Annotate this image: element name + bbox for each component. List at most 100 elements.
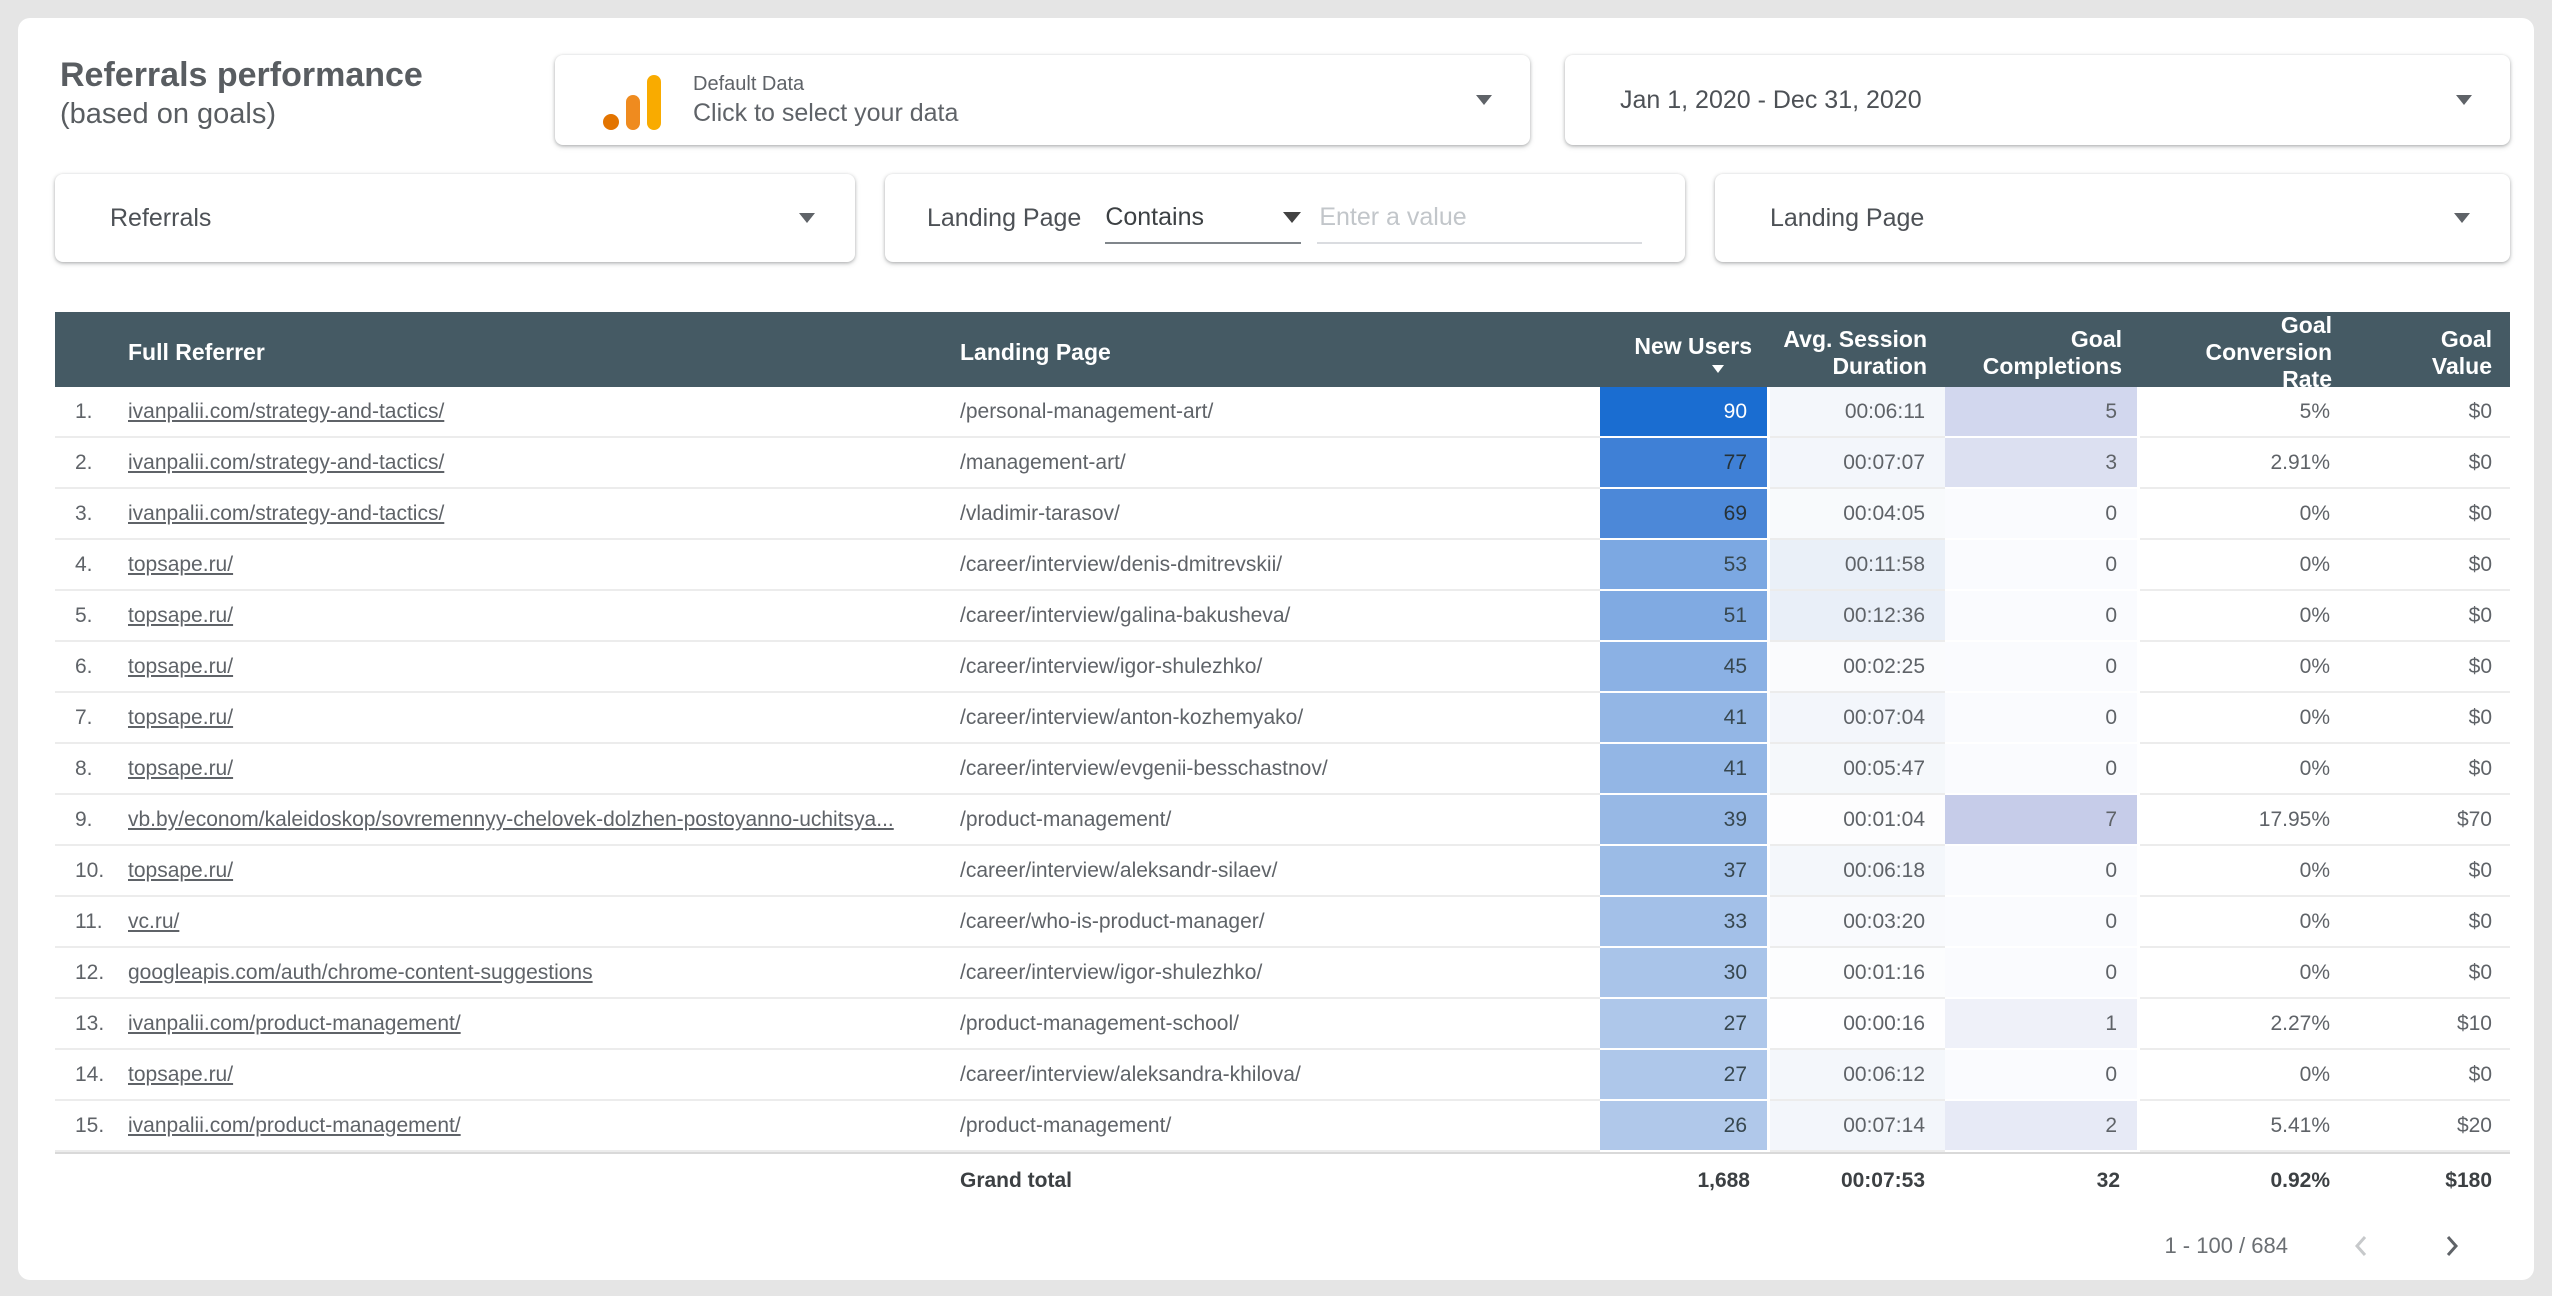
table-row: 9. vb.by/econom/kaleidoskop/sovremennyy-c… xyxy=(55,795,2510,846)
data-source-selector[interactable]: Default Data Click to select your data xyxy=(555,55,1530,145)
col-header-landing-page[interactable]: Landing Page xyxy=(960,339,1111,366)
col-header-full-referrer[interactable]: Full Referrer xyxy=(128,339,265,366)
goal-conversion-rate-cell: 0% xyxy=(2140,846,2350,897)
table-row: 13. ivanpalii.com/product-management//pro… xyxy=(55,999,2510,1050)
landing-page-cell: /product-management/ xyxy=(960,795,1600,846)
landing-page-filter-label: Landing Page xyxy=(1770,203,1925,232)
new-users-cell: 45 xyxy=(1600,642,1770,693)
table-body: 1. ivanpalii.com/strategy-and-tactics//pe… xyxy=(55,387,2510,1152)
goal-completions-cell: 0 xyxy=(1945,642,2140,693)
full-referrer-link[interactable]: ivanpalii.com/strategy-and-tactics/ xyxy=(128,387,960,438)
new-users-cell: 39 xyxy=(1600,795,1770,846)
row-index: 15. xyxy=(55,1101,128,1152)
date-range-picker[interactable]: Jan 1, 2020 - Dec 31, 2020 xyxy=(1565,55,2510,145)
goal-completions-cell: 0 xyxy=(1945,846,2140,897)
row-index: 4. xyxy=(55,540,128,591)
col-header-goal-conversion-rate[interactable]: Goal Conversion Rate xyxy=(2205,312,2332,393)
landing-page-cell: /personal-management-art/ xyxy=(960,387,1600,438)
col-header-new-users-label: New Users xyxy=(1634,332,1752,359)
row-index: 11. xyxy=(55,897,128,948)
chevron-down-icon xyxy=(799,213,815,223)
new-users-cell: 30 xyxy=(1600,948,1770,999)
grand-total-completions: 32 xyxy=(2096,1169,2120,1192)
avg-session-duration-cell: 00:06:18 xyxy=(1770,846,1945,897)
goal-value-cell: $0 xyxy=(2350,693,2510,744)
goal-completions-cell: 0 xyxy=(1945,489,2140,540)
page-title: Referrals performance xyxy=(60,56,423,94)
full-referrer-link[interactable]: topsape.ru/ xyxy=(128,540,960,591)
col-header-goal-completions[interactable]: Goal Completions xyxy=(1982,325,2122,379)
goal-conversion-rate-cell: 2.91% xyxy=(2140,438,2350,489)
landing-page-filter-dropdown[interactable]: Landing Page xyxy=(1715,174,2510,262)
full-referrer-link[interactable]: topsape.ru/ xyxy=(128,591,960,642)
col-header-new-users[interactable]: New Users xyxy=(1600,333,1770,373)
goal-value-cell: $20 xyxy=(2350,1101,2510,1152)
full-referrer-link[interactable]: ivanpalii.com/product-management/ xyxy=(128,999,960,1050)
avg-session-duration-cell: 00:12:36 xyxy=(1770,591,1945,642)
grand-total-conv-rate: 0.92% xyxy=(2270,1169,2330,1192)
new-users-cell: 26 xyxy=(1600,1101,1770,1152)
table-row: 4. topsape.ru//career/interview/denis-dmi… xyxy=(55,540,2510,591)
landing-page-cell: /product-management/ xyxy=(960,1101,1600,1152)
table-row: 6. topsape.ru//career/interview/igor-shul… xyxy=(55,642,2510,693)
full-referrer-link[interactable]: vc.ru/ xyxy=(128,897,960,948)
row-index: 8. xyxy=(55,744,128,795)
new-users-cell: 51 xyxy=(1600,591,1770,642)
landing-page-cell: /career/interview/denis-dmitrevskii/ xyxy=(960,540,1600,591)
landing-page-cell: /career/who-is-product-manager/ xyxy=(960,897,1600,948)
pagination-bar: 1 - 100 / 684 xyxy=(55,1228,2510,1264)
row-index: 1. xyxy=(55,387,128,438)
full-referrer-link[interactable]: ivanpalii.com/strategy-and-tactics/ xyxy=(128,489,960,540)
full-referrer-link[interactable]: vb.by/econom/kaleidoskop/sovremennyy-che… xyxy=(128,795,960,846)
goal-completions-cell: 5 xyxy=(1945,387,2140,438)
data-source-prompt: Click to select your data xyxy=(693,98,959,127)
referrals-filter-dropdown[interactable]: Referrals xyxy=(55,174,855,262)
avg-session-duration-cell: 00:00:16 xyxy=(1770,999,1945,1050)
col-header-goal-value[interactable]: Goal Value xyxy=(2431,325,2492,379)
next-page-icon[interactable] xyxy=(2434,1228,2470,1264)
new-users-cell: 27 xyxy=(1600,1050,1770,1101)
goal-completions-cell: 1 xyxy=(1945,999,2140,1050)
goal-completions-cell: 0 xyxy=(1945,897,2140,948)
sort-desc-icon xyxy=(1712,364,1724,373)
goal-conversion-rate-cell: 5.41% xyxy=(2140,1101,2350,1152)
goal-value-cell: $0 xyxy=(2350,897,2510,948)
referrals-table: Full Referrer Landing Page New Users Avg… xyxy=(55,312,2510,1264)
landing-page-cell: /management-art/ xyxy=(960,438,1600,489)
avg-session-duration-cell: 00:02:25 xyxy=(1770,642,1945,693)
full-referrer-link[interactable]: topsape.ru/ xyxy=(128,1050,960,1101)
goal-completions-cell: 0 xyxy=(1945,693,2140,744)
goal-value-cell: $0 xyxy=(2350,846,2510,897)
goal-value-cell: $0 xyxy=(2350,1050,2510,1101)
landing-page-cell: /career/interview/igor-shulezhko/ xyxy=(960,948,1600,999)
data-source-name: Default Data xyxy=(693,72,805,95)
table-row: 15. ivanpalii.com/product-management//pro… xyxy=(55,1101,2510,1152)
full-referrer-link[interactable]: topsape.ru/ xyxy=(128,846,960,897)
goal-value-cell: $0 xyxy=(2350,591,2510,642)
full-referrer-link[interactable]: ivanpalii.com/product-management/ xyxy=(128,1101,960,1152)
full-referrer-link[interactable]: topsape.ru/ xyxy=(128,642,960,693)
full-referrer-link[interactable]: ivanpalii.com/strategy-and-tactics/ xyxy=(128,438,960,489)
table-row: 2. ivanpalii.com/strategy-and-tactics//ma… xyxy=(55,438,2510,489)
goal-conversion-rate-cell: 17.95% xyxy=(2140,795,2350,846)
row-index: 3. xyxy=(55,489,128,540)
filter-value-input[interactable] xyxy=(1317,202,1643,244)
grand-total-duration: 00:07:53 xyxy=(1840,1169,1925,1192)
goal-conversion-rate-cell: 0% xyxy=(2140,642,2350,693)
table-row: 8. topsape.ru//career/interview/evgenii-b… xyxy=(55,744,2510,795)
chevron-down-icon xyxy=(1476,95,1492,105)
table-row: 5. topsape.ru//career/interview/galina-ba… xyxy=(55,591,2510,642)
prev-page-icon[interactable] xyxy=(2343,1228,2379,1264)
col-header-avg-session-duration[interactable]: Avg. Session Duration xyxy=(1783,325,1927,379)
full-referrer-link[interactable]: googleapis.com/auth/chrome-content-sugge… xyxy=(128,948,960,999)
full-referrer-link[interactable]: topsape.ru/ xyxy=(128,693,960,744)
filter-operator-select[interactable]: Contains xyxy=(1105,203,1302,244)
table-header-row: Full Referrer Landing Page New Users Avg… xyxy=(55,312,2510,392)
goal-completions-cell: 0 xyxy=(1945,540,2140,591)
goal-conversion-rate-cell: 0% xyxy=(2140,1050,2350,1101)
goal-conversion-rate-cell: 0% xyxy=(2140,489,2350,540)
grand-total-goal-value: $180 xyxy=(2445,1169,2492,1192)
new-users-cell: 90 xyxy=(1600,387,1770,438)
full-referrer-link[interactable]: topsape.ru/ xyxy=(128,744,960,795)
avg-session-duration-cell: 00:07:04 xyxy=(1770,693,1945,744)
